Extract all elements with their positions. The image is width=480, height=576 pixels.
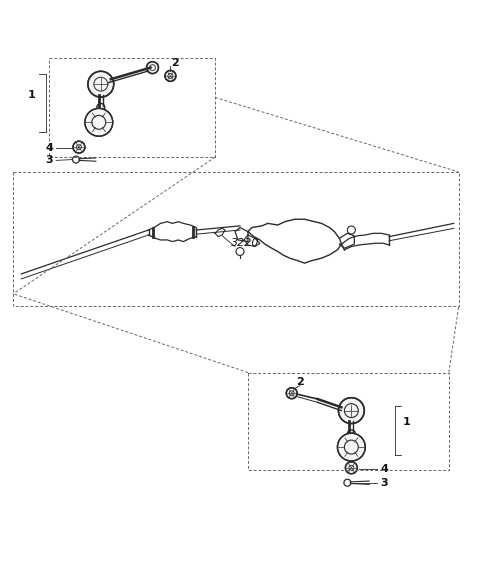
- Text: 2: 2: [296, 377, 303, 386]
- Circle shape: [346, 462, 357, 473]
- Text: 3: 3: [45, 156, 53, 165]
- Circle shape: [97, 104, 105, 111]
- Circle shape: [337, 433, 365, 461]
- Circle shape: [348, 430, 355, 438]
- Text: 3: 3: [380, 478, 388, 488]
- Circle shape: [338, 397, 364, 423]
- Text: 4: 4: [380, 464, 388, 473]
- Circle shape: [286, 388, 297, 399]
- Text: 1: 1: [27, 90, 35, 100]
- Circle shape: [165, 70, 176, 81]
- Circle shape: [88, 71, 114, 97]
- Circle shape: [146, 62, 158, 74]
- Text: 2: 2: [171, 59, 179, 69]
- Circle shape: [85, 108, 113, 136]
- Text: 4: 4: [45, 143, 53, 153]
- Text: 1: 1: [403, 417, 411, 427]
- Text: 3220: 3220: [231, 238, 259, 248]
- Circle shape: [73, 141, 85, 153]
